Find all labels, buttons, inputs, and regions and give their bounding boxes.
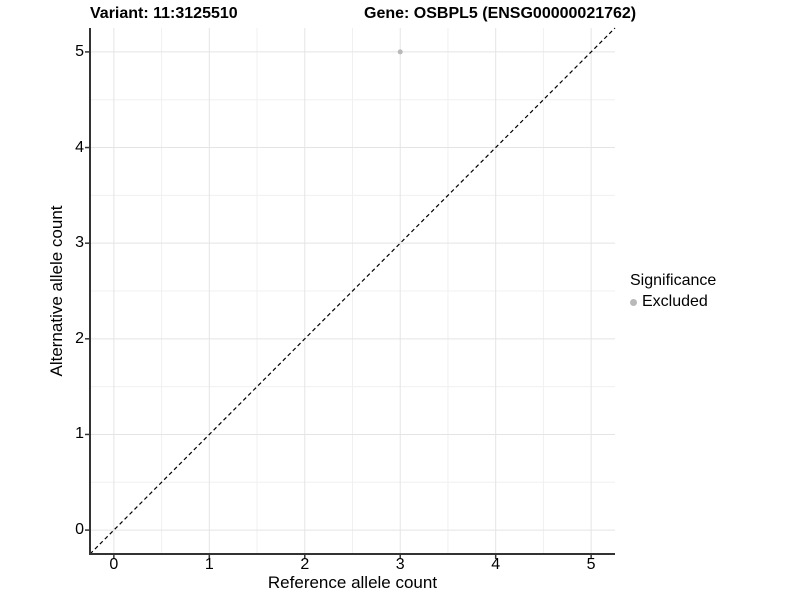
variant-title: Variant: 11:3125510 xyxy=(90,5,238,22)
y-tick-label: 0 xyxy=(75,521,84,539)
identity-dashed-line xyxy=(89,27,616,555)
y-tick-label: 4 xyxy=(75,138,84,156)
x-axis-title: Reference allele count xyxy=(267,573,438,592)
y-tick-label: 1 xyxy=(75,425,84,443)
x-tick-label: 4 xyxy=(491,556,501,573)
x-tick-label: 1 xyxy=(204,556,214,573)
x-tick-label: 0 xyxy=(109,556,119,573)
y-tick-label: 5 xyxy=(75,42,84,60)
x-tick-label: 3 xyxy=(395,556,405,573)
excluded-point-icon xyxy=(630,298,637,306)
gene-title: Gene: OSBPL5 (ENSG00000021762) xyxy=(364,5,637,22)
data-point-excluded xyxy=(397,49,403,55)
legend-title: Significance xyxy=(630,272,717,289)
y-axis-title: Alternative allele count xyxy=(47,205,66,377)
y-tick-label: 3 xyxy=(75,234,84,252)
x-tick-label: 2 xyxy=(300,556,310,573)
legend-entry-excluded: Excluded xyxy=(630,293,716,311)
x-tick-label: 5 xyxy=(586,556,596,573)
legend-entry-label: Excluded xyxy=(642,293,708,310)
y-tick-label: 2 xyxy=(75,329,84,347)
legend: Significance Excluded xyxy=(630,272,716,311)
